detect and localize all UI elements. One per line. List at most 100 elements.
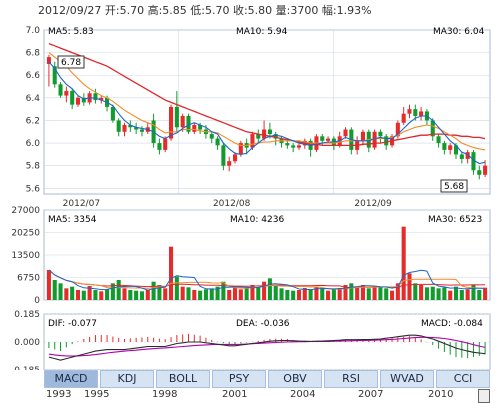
timeline-year: 2010 — [428, 389, 454, 400]
candle-body — [413, 109, 418, 116]
candle-body — [64, 91, 69, 96]
price-ma30-legend: MA30: 6.04 — [433, 27, 485, 37]
candle-body — [232, 154, 238, 162]
volume-bar — [105, 289, 110, 300]
candle-body — [384, 136, 389, 146]
candle-body — [465, 152, 470, 159]
quote-header: 2012/09/27 开:5.70 高:5.85 低:5.70 收:5.80 量… — [38, 4, 372, 17]
volume-bar — [75, 290, 81, 300]
volume-ma30-legend: MA30: 6523 — [428, 215, 482, 225]
tab-obv[interactable]: OBV — [268, 370, 322, 388]
price-tick-label: 6.8 — [26, 49, 41, 59]
candle-body — [267, 129, 272, 135]
candle-body — [471, 152, 476, 171]
volume-bar — [151, 281, 156, 300]
volume-bar — [256, 287, 261, 300]
timeline-year: 2007 — [358, 389, 384, 400]
price-ma10-line — [48, 52, 486, 151]
price-tick-label: 6.2 — [26, 116, 40, 126]
price-tick-label: 5.8 — [26, 162, 41, 172]
volume-bar — [378, 287, 383, 300]
volume-bar — [419, 285, 424, 300]
candle-body — [81, 97, 86, 103]
volume-bar — [343, 285, 348, 300]
volume-ma5-line — [48, 269, 486, 291]
tab-macd[interactable]: MACD — [44, 370, 98, 388]
tab-boll[interactable]: BOLL — [156, 370, 210, 388]
volume-ma10-legend: MA10: 4236 — [230, 215, 284, 225]
candle-body — [139, 129, 144, 132]
dif-line — [48, 334, 486, 361]
candle-body — [401, 113, 406, 123]
tab-kdj[interactable]: KDJ — [100, 370, 154, 388]
candle-body — [453, 145, 459, 155]
candle-body — [436, 136, 441, 144]
volume-bar — [366, 288, 371, 300]
candle-body — [407, 109, 412, 114]
volume-bar — [64, 288, 69, 300]
stock-chart: 7.0 6.8 6.6 6.4 6.2 6.0 5.8 5.6 MA5: 5.83 MA10:… — [11, 26, 491, 370]
candle-body — [442, 143, 447, 150]
volume-bar — [273, 286, 278, 300]
timeline-handle[interactable] — [478, 389, 490, 403]
candle-body — [198, 125, 203, 130]
volume-bar — [395, 283, 400, 300]
low-annotation: 5.68 — [440, 179, 468, 193]
candle-body — [360, 131, 365, 141]
volume-bar — [186, 287, 191, 300]
volume-bar — [227, 290, 232, 300]
volume-bar — [483, 287, 488, 300]
candle-body — [221, 145, 226, 166]
volume-bar — [81, 290, 86, 300]
volume-bar — [320, 288, 325, 300]
volume-bar — [349, 283, 354, 300]
candle-body — [250, 134, 255, 148]
candle-body — [75, 97, 81, 105]
dea-line — [48, 336, 486, 357]
candle-body — [157, 143, 162, 150]
timeline-year: 1998 — [152, 389, 178, 400]
timeline-year: 1993 — [46, 389, 72, 400]
date-tick-label: 2012/08 — [213, 199, 251, 209]
date-tick-label: 2012/07 — [63, 199, 100, 209]
volume-bar — [110, 283, 115, 300]
volume-ma10-line — [48, 269, 486, 290]
candle-body — [134, 127, 139, 130]
candle-body — [99, 97, 104, 101]
volume-bar — [169, 246, 174, 300]
volume-bar — [157, 285, 162, 300]
candle-body — [163, 138, 168, 150]
candle-body — [70, 91, 75, 105]
candle-body — [46, 57, 51, 64]
volume-ma5-legend: MA5: 3354 — [48, 215, 97, 225]
volume-bar — [384, 288, 389, 300]
volume-bar — [355, 287, 360, 300]
price-ma5-line — [48, 61, 486, 165]
tab-rsi[interactable]: RSI — [324, 370, 378, 388]
tab-psy[interactable]: PSY — [212, 370, 266, 388]
volume-bar — [145, 290, 150, 300]
volume-bar — [296, 290, 302, 300]
tab-cci[interactable]: CCI — [436, 370, 490, 388]
candle-body — [192, 125, 197, 132]
volume-bar — [308, 289, 313, 300]
volume-bar — [279, 288, 284, 300]
volume-bar — [459, 290, 464, 300]
volume-bar — [331, 289, 336, 300]
price-ma5-legend: MA5: 5.83 — [48, 27, 94, 37]
volume-bar — [250, 285, 255, 300]
candle-body — [52, 66, 57, 85]
volume-bar — [453, 286, 459, 300]
volume-bar — [337, 288, 342, 300]
candle-body — [320, 136, 325, 141]
high-annotation: 6.78 — [57, 55, 85, 69]
timeline-scrubber[interactable]: 1993 1995 1998 2001 2004 2007 2010 — [44, 389, 490, 403]
volume-bar — [163, 288, 168, 300]
date-tick-label: 2012/09 — [354, 199, 392, 209]
volume-bar — [291, 290, 296, 300]
tab-wvad[interactable]: WVAD — [380, 370, 434, 388]
volume-bar — [232, 287, 238, 300]
candle-body — [215, 138, 220, 146]
volume-bar — [209, 288, 214, 300]
volume-bar — [93, 290, 98, 300]
